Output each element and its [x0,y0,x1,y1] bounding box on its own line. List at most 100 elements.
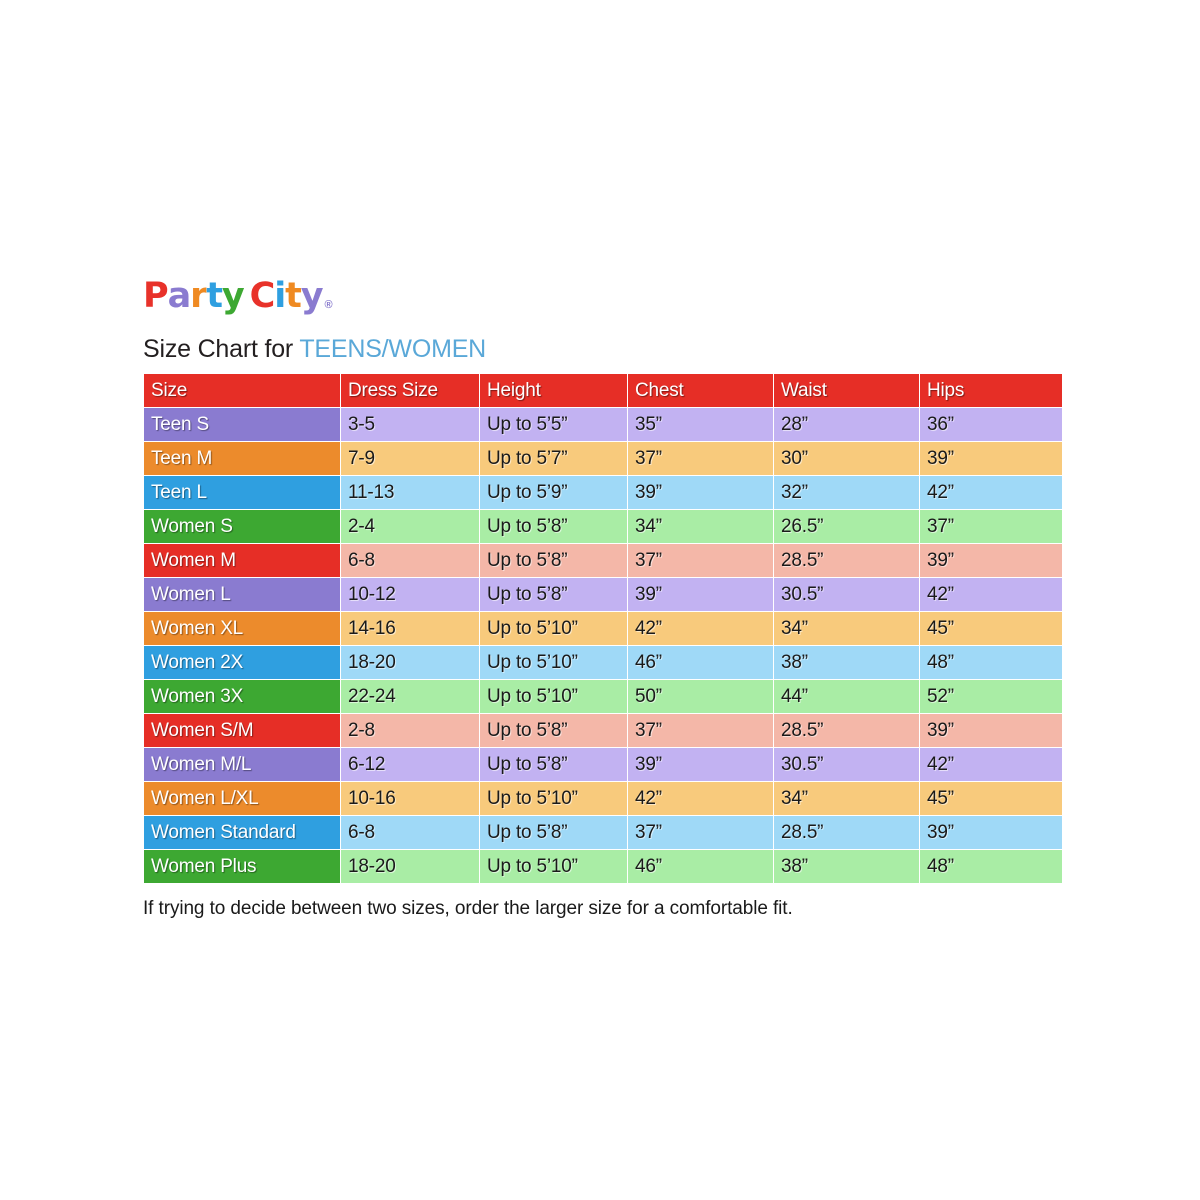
table-row: Teen S 3-5 Up to 5’5” 35” 28” 36” [144,408,1062,441]
measurement-cell: Up to 5’8” [480,578,627,611]
page-title: Size Chart for TEENS/WOMEN [143,335,486,364]
measurement-cell: 6-8 [341,816,479,849]
logo-letter: t [206,276,223,316]
measurement-cell: 2-4 [341,510,479,543]
measurement-cell: 32” [774,476,919,509]
table-row: Women 2X 18-20 Up to 5’10” 46” 38” 48” [144,646,1062,679]
table-row: Women Plus 18-20 Up to 5’10” 46” 38” 48” [144,850,1062,883]
measurement-cell: 28.5” [774,714,919,747]
measurement-cell: Up to 5’10” [480,646,627,679]
size-label-cell: Teen S [144,408,340,441]
column-header-dress-size: Dress Size [341,374,479,407]
measurement-cell: 48” [920,646,1062,679]
logo-letter: P [143,276,169,316]
measurement-cell: 36” [920,408,1062,441]
measurement-cell: 34” [774,782,919,815]
size-label-cell: Women L [144,578,340,611]
table-row: Women L 10-12 Up to 5’8” 39” 30.5” 42” [144,578,1062,611]
size-label-cell: Women 3X [144,680,340,713]
measurement-cell: 52” [920,680,1062,713]
measurement-cell: Up to 5’10” [480,850,627,883]
logo-letter: C [249,276,275,316]
measurement-cell: 45” [920,782,1062,815]
size-label-cell: Women L/XL [144,782,340,815]
table-body: Teen S 3-5 Up to 5’5” 35” 28” 36” Teen M 7-9 Up … [144,408,1062,883]
table-row: Women S 2-4 Up to 5’8” 34” 26.5” 37” [144,510,1062,543]
measurement-cell: 7-9 [341,442,479,475]
measurement-cell: Up to 5’8” [480,544,627,577]
measurement-cell: 39” [628,578,773,611]
measurement-cell: 6-8 [341,544,479,577]
measurement-cell: Up to 5’8” [480,714,627,747]
page-title-prefix: Size Chart for [143,335,300,363]
measurement-cell: 39” [920,442,1062,475]
column-header-hips: Hips [920,374,1062,407]
measurement-cell: 28.5” [774,544,919,577]
table-row: Women XL 14-16 Up to 5’10” 42” 34” 45” [144,612,1062,645]
measurement-cell: Up to 5’8” [480,748,627,781]
measurement-cell: Up to 5’10” [480,782,627,815]
measurement-cell: 44” [774,680,919,713]
table-row: Teen L 11-13 Up to 5’9” 39” 32” 42” [144,476,1062,509]
logo-letter: y [221,276,245,316]
size-label-cell: Women Plus [144,850,340,883]
measurement-cell: 50” [628,680,773,713]
measurement-cell: Up to 5’7” [480,442,627,475]
measurement-cell: 37” [628,714,773,747]
measurement-cell: 22-24 [341,680,479,713]
measurement-cell: 46” [628,850,773,883]
measurement-cell: 10-16 [341,782,479,815]
measurement-cell: 2-8 [341,714,479,747]
measurement-cell: 35” [628,408,773,441]
table-row: Women 3X 22-24 Up to 5’10” 50” 44” 52” [144,680,1062,713]
measurement-cell: Up to 5’10” [480,612,627,645]
table-row: Women M 6-8 Up to 5’8” 37” 28.5” 39” [144,544,1062,577]
measurement-cell: Up to 5’8” [480,510,627,543]
table-row: Women L/XL 10-16 Up to 5’10” 42” 34” 45” [144,782,1062,815]
measurement-cell: 42” [628,612,773,645]
measurement-cell: 39” [920,714,1062,747]
column-header-height: Height [480,374,627,407]
measurement-cell: 18-20 [341,850,479,883]
measurement-cell: 38” [774,646,919,679]
measurement-cell: 18-20 [341,646,479,679]
measurement-cell: 28.5” [774,816,919,849]
measurement-cell: 42” [920,476,1062,509]
measurement-cell: Up to 5’8” [480,816,627,849]
table-row: Women Standard 6-8 Up to 5’8” 37” 28.5” 39” [144,816,1062,849]
size-label-cell: Women 2X [144,646,340,679]
registered-trademark-icon: ® [324,299,333,311]
size-label-cell: Women S [144,510,340,543]
measurement-cell: 34” [774,612,919,645]
measurement-cell: 38” [774,850,919,883]
measurement-cell: 11-13 [341,476,479,509]
measurement-cell: Up to 5’10” [480,680,627,713]
measurement-cell: 3-5 [341,408,479,441]
measurement-cell: 28” [774,408,919,441]
column-header-chest: Chest [628,374,773,407]
column-header-size: Size [144,374,340,407]
size-label-cell: Women M [144,544,340,577]
logo-letter: i [274,276,287,316]
page-title-highlight: TEENS/WOMEN [299,335,487,363]
measurement-cell: 30.5” [774,578,919,611]
measurement-cell: 30.5” [774,748,919,781]
size-label-cell: Women XL [144,612,340,645]
size-label-cell: Women Standard [144,816,340,849]
measurement-cell: 37” [628,816,773,849]
measurement-cell: 30” [774,442,919,475]
size-label-cell: Teen L [144,476,340,509]
column-header-waist: Waist [774,374,919,407]
measurement-cell: 39” [628,748,773,781]
measurement-cell: 26.5” [774,510,919,543]
table-row: Women S/M 2-8 Up to 5’8” 37” 28.5” 39” [144,714,1062,747]
logo-letter: r [190,276,208,316]
logo-letter: t [285,276,302,316]
size-label-cell: Women M/L [144,748,340,781]
measurement-cell: 34” [628,510,773,543]
table-row: Women M/L 6-12 Up to 5’8” 39” 30.5” 42” [144,748,1062,781]
measurement-cell: Up to 5’5” [480,408,627,441]
logo-letter: y [300,276,323,316]
measurement-cell: 6-12 [341,748,479,781]
